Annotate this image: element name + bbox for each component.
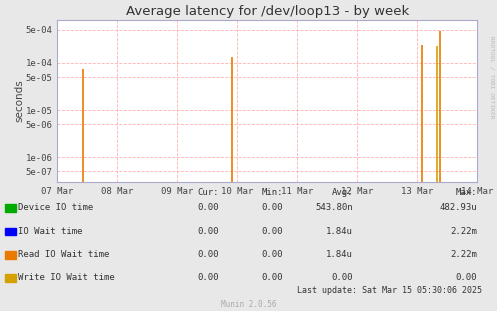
Text: IO Wait time: IO Wait time bbox=[18, 227, 83, 235]
Text: 0.00: 0.00 bbox=[197, 273, 219, 282]
Text: Munin 2.0.56: Munin 2.0.56 bbox=[221, 300, 276, 309]
Text: 0.00: 0.00 bbox=[197, 227, 219, 235]
Text: Min:: Min: bbox=[262, 188, 283, 197]
Text: 0.00: 0.00 bbox=[456, 273, 477, 282]
Title: Average latency for /dev/loop13 - by week: Average latency for /dev/loop13 - by wee… bbox=[126, 5, 409, 18]
Text: 482.93u: 482.93u bbox=[439, 203, 477, 212]
Y-axis label: seconds: seconds bbox=[14, 80, 24, 123]
Text: 1.84u: 1.84u bbox=[326, 227, 353, 235]
Text: Write IO Wait time: Write IO Wait time bbox=[18, 273, 115, 282]
Text: 2.22m: 2.22m bbox=[450, 250, 477, 259]
Text: Last update: Sat Mar 15 05:30:06 2025: Last update: Sat Mar 15 05:30:06 2025 bbox=[297, 286, 482, 295]
Text: Cur:: Cur: bbox=[197, 188, 219, 197]
Text: 0.00: 0.00 bbox=[262, 227, 283, 235]
Text: Read IO Wait time: Read IO Wait time bbox=[18, 250, 110, 259]
Text: 0.00: 0.00 bbox=[262, 250, 283, 259]
Text: 0.00: 0.00 bbox=[197, 203, 219, 212]
Text: 0.00: 0.00 bbox=[262, 203, 283, 212]
Text: 0.00: 0.00 bbox=[331, 273, 353, 282]
Text: Device IO time: Device IO time bbox=[18, 203, 93, 212]
Text: Max:: Max: bbox=[456, 188, 477, 197]
Text: 1.84u: 1.84u bbox=[326, 250, 353, 259]
Text: 0.00: 0.00 bbox=[262, 273, 283, 282]
Text: 0.00: 0.00 bbox=[197, 250, 219, 259]
Text: 2.22m: 2.22m bbox=[450, 227, 477, 235]
Text: 543.80n: 543.80n bbox=[315, 203, 353, 212]
Text: Avg:: Avg: bbox=[331, 188, 353, 197]
Text: RRDTOOL / TOBI OETIKER: RRDTOOL / TOBI OETIKER bbox=[490, 36, 495, 119]
